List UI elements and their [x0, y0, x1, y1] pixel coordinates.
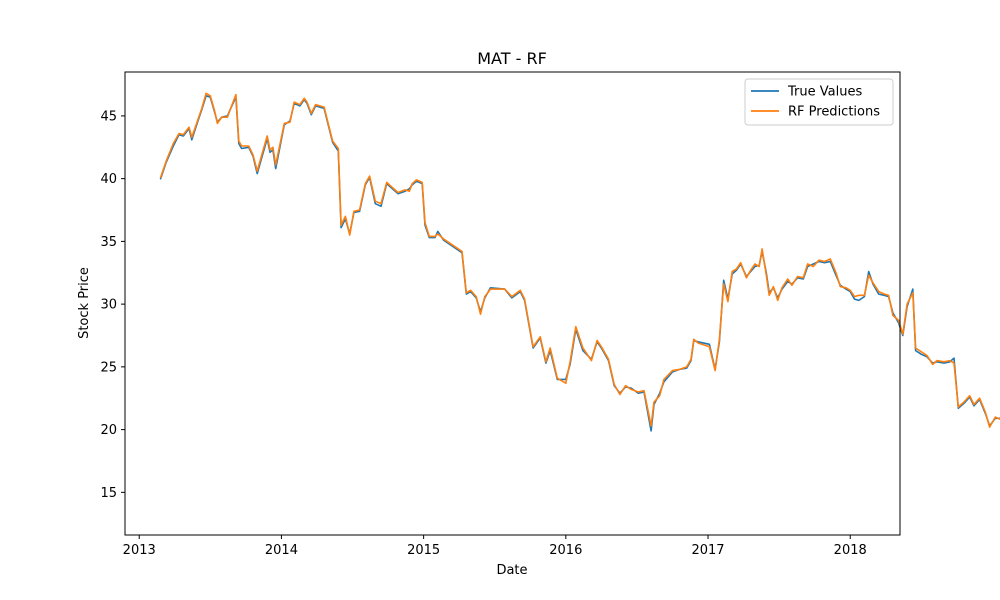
y-tick-label: 35 [100, 235, 117, 250]
y-tick-label: 15 [100, 486, 117, 501]
chart-title: MAT - RF [477, 49, 547, 68]
x-tick-label: 2014 [265, 543, 298, 558]
legend-label-true-values: True Values [787, 85, 862, 100]
y-tick-label: 25 [100, 360, 117, 375]
x-tick-label: 2013 [123, 543, 156, 558]
legend-label-rf-predictions: RF Predictions [788, 105, 880, 120]
y-tick-label: 30 [100, 298, 117, 313]
y-tick-label: 20 [100, 423, 117, 438]
plot-frame [124, 71, 901, 536]
x-tick-label: 2015 [407, 543, 440, 558]
x-axis-label: Date [496, 563, 527, 578]
y-tick-label: 40 [100, 172, 117, 187]
x-tick-label: 2018 [834, 543, 867, 558]
y-tick-label: 45 [100, 109, 117, 124]
x-axis: 2013 2014 2015 2016 2017 2018 [123, 535, 867, 558]
series-layer [159, 92, 1000, 432]
series-line-rf-predictions [159, 92, 1000, 428]
legend-box [744, 78, 894, 126]
x-tick-label: 2016 [549, 543, 582, 558]
y-axis-label: Stock Price [77, 267, 92, 339]
legend: True Values RF Predictions [744, 78, 894, 126]
x-tick-label: 2017 [691, 543, 724, 558]
y-axis: 15 20 25 30 35 40 45 [100, 109, 125, 501]
